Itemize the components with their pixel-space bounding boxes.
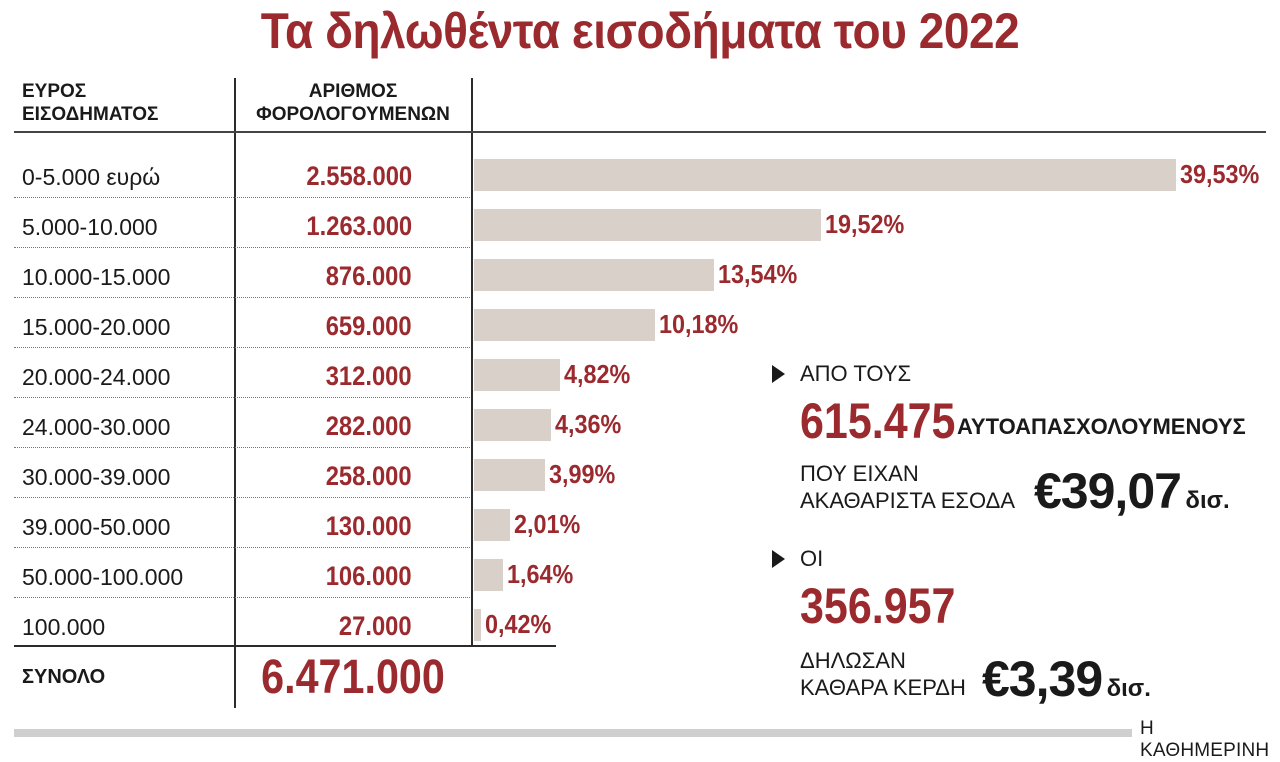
self-employed-line1: ΠΟΥ ΕΙΧΑΝ: [800, 461, 919, 486]
self-employed-amount-value: €39,07: [1034, 463, 1182, 519]
profit-line2: ΚΑΘΑΡΑ ΚΕΡΔΗ: [800, 675, 966, 700]
table-row: 5.000-10.000 1.263.000: [0, 198, 470, 248]
taxpayer-count: 27.000: [339, 611, 412, 641]
bar: [474, 359, 560, 391]
profit-intro: ΟΙ: [800, 546, 824, 571]
row-divider: [14, 397, 470, 398]
taxpayer-count: 282.000: [326, 411, 412, 441]
bar: [474, 509, 510, 541]
bar-percent-label: 4,36%: [555, 409, 622, 439]
self-employed-number: 615.475: [800, 393, 956, 449]
bar: [474, 609, 482, 641]
row-divider: [14, 247, 470, 248]
income-range: 39.000-50.000: [22, 514, 171, 540]
income-range: 24.000-30.000: [22, 414, 171, 440]
self-employed-label: ΑΥΤΟΑΠΑΣΧΟΛΟΥΜΕΝΟΥΣ: [957, 414, 1246, 439]
bar-percent-label: 19,52%: [824, 209, 905, 239]
income-range: 5.000-10.000: [22, 214, 158, 240]
count-header-line2: ΦΟΡΟΛΟΓΟΥΜΕΝΩΝ: [256, 104, 450, 125]
income-range: 0-5.000 ευρώ: [22, 164, 161, 190]
range-header-line1: ΕΥΡΟΣ: [22, 81, 87, 102]
taxpayer-count: 2.558.000: [306, 161, 412, 191]
range-header-line2: ΕΙΣΟΔΗΜΑΤΟΣ: [22, 104, 159, 125]
profit-amount: €3,39 δισ.: [982, 650, 1151, 708]
income-range: 100.000: [22, 614, 106, 640]
bar: [474, 409, 552, 441]
play-triangle-icon: [772, 365, 785, 383]
bar: [474, 309, 655, 341]
row-divider: [14, 547, 470, 548]
taxpayer-count: 1.263.000: [306, 211, 412, 241]
bar: [474, 459, 545, 491]
income-range: 10.000-15.000: [22, 264, 171, 290]
row-divider: [14, 497, 470, 498]
publisher-logo: Η ΚΑΘΗΜΕΡΙΝΗ: [1140, 718, 1270, 761]
taxpayer-count: 876.000: [326, 261, 412, 291]
bar: [474, 159, 1176, 191]
self-employed-line2: ΑΚΑΘΑΡΙΣΤΑ ΕΣΟΔΑ: [800, 488, 1016, 513]
total-label: ΣΥΝΟΛΟ: [22, 666, 106, 688]
count-header-line1: ΑΡΙΘΜΟΣ: [308, 81, 398, 102]
footer-bar: [14, 729, 1132, 737]
table-row: 24.000-30.000 282.000: [0, 398, 470, 448]
bar: [474, 259, 715, 291]
count-column-header: ΑΡΙΘΜΟΣ ΦΟΡΟΛΟΓΟΥΜΕΝΩΝ: [236, 80, 470, 126]
income-range: 30.000-39.000: [22, 464, 171, 490]
bar-percent-label: 0,42%: [485, 609, 552, 639]
column-divider-left: [234, 78, 236, 708]
bar-percent-label: 3,99%: [548, 459, 616, 489]
bar-percent-label: 13,54%: [718, 259, 798, 289]
row-divider: [14, 447, 470, 448]
bar-percent-label: 2,01%: [513, 509, 581, 539]
bar-percent-label: 39,53%: [1180, 159, 1260, 189]
table-row: 20.000-24.000 312.000: [0, 348, 470, 398]
taxpayer-count: 130.000: [326, 511, 412, 541]
income-range: 50.000-100.000: [22, 564, 184, 590]
table-row: 39.000-50.000 130.000: [0, 498, 470, 548]
chart-title: Τα δηλωθέντα εισοδήματα του 2022: [260, 3, 1020, 59]
table-row: 15.000-20.000 659.000: [0, 298, 470, 348]
table-row: 30.000-39.000 258.000: [0, 448, 470, 498]
range-column-header: ΕΥΡΟΣ ΕΙΣΟΔΗΜΑΤΟΣ: [22, 80, 158, 126]
self-employed-intro: ΑΠΟ ΤΟΥΣ: [800, 361, 912, 386]
bar: [474, 209, 821, 241]
table-row: 0-5.000 ευρώ 2.558.000: [0, 148, 470, 198]
taxpayer-count: 659.000: [326, 311, 412, 341]
taxpayer-count: 312.000: [326, 361, 412, 391]
table-row: 50.000-100.000 106.000: [0, 548, 470, 598]
income-range: 15.000-20.000: [22, 314, 171, 340]
table-row: 100.000 27.000: [0, 598, 470, 648]
header-rule: [14, 131, 1266, 133]
bar-percent-label: 10,18%: [658, 309, 739, 339]
play-triangle-icon: [772, 550, 785, 568]
bar: [474, 559, 504, 591]
profit-amount-value: €3,39: [982, 651, 1103, 707]
row-divider: [14, 297, 470, 298]
table-row: 10.000-15.000 876.000: [0, 248, 470, 298]
bar-percent-label: 4,82%: [563, 359, 630, 389]
profit-amount-unit: δισ.: [1106, 675, 1151, 702]
income-range: 20.000-24.000: [22, 364, 171, 390]
self-employed-amount: €39,07 δισ.: [1034, 462, 1230, 520]
row-divider: [14, 197, 470, 198]
row-divider: [14, 597, 470, 598]
taxpayer-count: 258.000: [326, 461, 412, 491]
column-divider-right: [471, 78, 473, 645]
self-employed-amount-unit: δισ.: [1185, 487, 1230, 514]
profit-number: 356.957: [800, 578, 956, 634]
profit-line1: ΔΗΛΩΣΑΝ: [800, 648, 906, 673]
row-divider: [14, 347, 470, 348]
bar-percent-label: 1,64%: [507, 559, 574, 589]
total-rule: [14, 645, 556, 647]
taxpayer-count: 106.000: [326, 561, 412, 591]
total-value: 6.471.000: [261, 651, 445, 704]
